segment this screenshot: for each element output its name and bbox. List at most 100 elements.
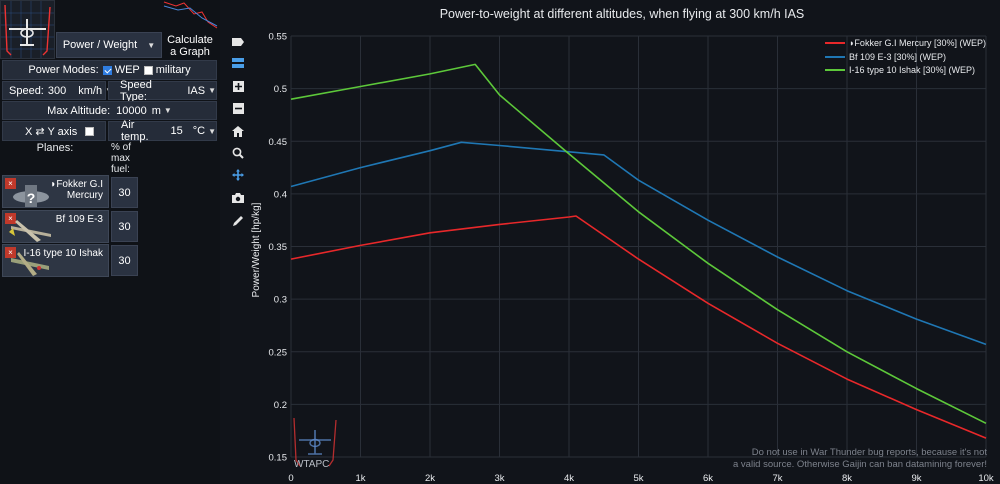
y-tick-label: 0.45: [269, 137, 288, 148]
disclaimer-line2: a valid source. Otherwise Gaijin can ban…: [733, 459, 987, 470]
watermark-text: WTAPC: [294, 459, 330, 470]
plane-name: Bf 109 E-3: [55, 214, 103, 225]
legend-item-i16[interactable]: I-16 type 10 Ishak [30%] (WEP): [825, 65, 975, 75]
legend-label: Bf 109 E-3 [30%] (WEP): [849, 52, 947, 62]
camera-tag-icon[interactable]: [231, 35, 245, 49]
svg-text:?: ?: [27, 190, 36, 206]
disclaimer-text: Do not use in War Thunder bug reports, b…: [733, 447, 987, 471]
x-tick-label: 5k: [633, 473, 643, 484]
fuel-header: % of max fuel:: [111, 142, 132, 175]
military-label: military: [155, 64, 191, 76]
calculate-graph-button[interactable]: Calculate a Graph: [162, 32, 218, 60]
max-altitude-label: Max Altitude:: [47, 104, 111, 117]
y-tick-label: 0.5: [274, 84, 287, 95]
y-tick-label: 0.55: [269, 32, 288, 43]
legend-swatch: [825, 69, 845, 71]
plane-card-fokker[interactable]: × ? ◗Fokker G.I Mercury: [2, 175, 109, 208]
speed-type-row: Speed Type: IAS ▼: [108, 79, 217, 103]
air-temp-row: Air temp. 15 °C ▼: [108, 119, 217, 143]
x-tick-label: 8k: [842, 473, 852, 484]
max-altitude-unit-select[interactable]: m: [151, 104, 161, 117]
compare-data-icon[interactable]: [231, 56, 245, 70]
y-tick-label: 0.25: [269, 347, 288, 358]
speed-input[interactable]: 300: [47, 84, 67, 97]
remove-plane-button[interactable]: ×: [5, 247, 16, 258]
plane-unknown-icon: ?: [13, 185, 49, 207]
x-tick-label: 1k: [355, 473, 365, 484]
swap-axis-label: X ⇄ Y axis: [25, 125, 78, 138]
plane-name: I-16 type 10 Ishak: [23, 248, 104, 259]
plane-icon: [9, 220, 51, 242]
legend-label: ◗Fokker G.I Mercury [30%] (WEP): [849, 38, 986, 48]
graph-thumbnail-icon: [163, 1, 218, 29]
x-tick-label: 10k: [978, 473, 994, 484]
x-tick-label: 3k: [494, 473, 504, 484]
series-line-2: [290, 63, 987, 425]
series-line-0: [290, 215, 987, 439]
x-tick-label: 7k: [772, 473, 782, 484]
speed-type-select[interactable]: IAS: [187, 84, 206, 97]
speed-row: Speed: 300 km/h ▼: [2, 81, 113, 100]
home-icon[interactable]: [231, 124, 245, 138]
plane-name: ◗Fokker G.I Mercury: [50, 179, 103, 201]
legend-swatch: [825, 56, 845, 58]
y-tick-label: 0.15: [269, 453, 288, 464]
y-axis-label: Power/Weight [hp/kg]: [251, 202, 262, 297]
zoom-icon[interactable]: [231, 146, 245, 160]
y-tick-label: 0.35: [269, 242, 288, 253]
graph-type-value: Power / Weight: [62, 39, 138, 51]
pencil-icon[interactable]: [231, 213, 245, 227]
zoom-in-icon[interactable]: [231, 79, 245, 93]
pan-icon[interactable]: [231, 168, 245, 182]
x-tick-label: 9k: [911, 473, 921, 484]
graph-type-select[interactable]: Power / Weight ▼: [56, 32, 162, 58]
plane-name-line1: ◗Fokker G.I: [50, 179, 103, 190]
swap-axis-row: X ⇄ Y axis: [2, 121, 106, 141]
camera-icon[interactable]: [231, 191, 245, 205]
plane-name-line2: Mercury: [66, 190, 103, 201]
speed-label: Speed:: [9, 84, 44, 97]
x-tick-label: 0: [288, 473, 293, 484]
swap-axis-checkbox[interactable]: [85, 126, 95, 136]
watermark-logo: WTAPC: [291, 416, 339, 470]
chevron-down-icon: ▼: [208, 86, 216, 95]
calculate-label-line2: a Graph: [170, 46, 210, 58]
planes-header: Planes:: [36, 142, 74, 154]
air-temp-unit-select[interactable]: °C: [192, 125, 206, 137]
zoom-out-icon[interactable]: [231, 101, 245, 115]
chevron-down-icon: ▼: [208, 126, 216, 136]
fuel-input[interactable]: 30: [111, 211, 138, 242]
x-tick-label: 2k: [425, 473, 435, 484]
plane-card-i16[interactable]: × I-16 type 10 Ishak: [2, 244, 109, 277]
wep-checkbox[interactable]: [102, 65, 112, 75]
military-checkbox[interactable]: [143, 65, 153, 75]
max-altitude-input[interactable]: 10000: [116, 104, 147, 117]
chart-title: Power-to-weight at different altitudes, …: [440, 7, 805, 21]
calculate-label-line1: Calculate: [167, 34, 213, 46]
control-panel: Power / Weight ▼ Calculate a Graph Power…: [0, 0, 220, 484]
y-tick-label: 0.4: [274, 189, 287, 200]
legend-label: I-16 type 10 Ishak [30%] (WEP): [849, 65, 976, 75]
plane-icon: [11, 252, 49, 276]
air-temp-label: Air temp.: [121, 119, 149, 143]
wep-label: WEP: [114, 64, 140, 76]
max-altitude-row: Max Altitude: 10000 m ▼: [2, 101, 217, 120]
legend-item-bf109[interactable]: Bf 109 E-3 [30%] (WEP): [825, 52, 946, 62]
x-tick-label: 6k: [703, 473, 713, 484]
plane-card-bf109[interactable]: × Bf 109 E-3: [2, 210, 109, 243]
speed-unit-select[interactable]: km/h: [78, 84, 103, 97]
chevron-down-icon: ▼: [147, 40, 156, 50]
y-tick-label: 0.2: [274, 400, 287, 411]
x-tick-label: 4k: [564, 473, 574, 484]
app-logo: [0, 0, 55, 59]
fuel-input[interactable]: 30: [111, 177, 138, 208]
series-line-1: [290, 141, 987, 346]
air-temp-input[interactable]: 15: [170, 125, 183, 137]
y-tick-label: 0.3: [274, 295, 287, 306]
disclaimer-line1: Do not use in War Thunder bug reports, b…: [751, 447, 987, 458]
legend-item-fokker[interactable]: ◗Fokker G.I Mercury [30%] (WEP): [825, 38, 986, 48]
remove-plane-button[interactable]: ×: [5, 178, 16, 189]
remove-plane-button[interactable]: ×: [5, 213, 16, 224]
fuel-input[interactable]: 30: [111, 245, 138, 276]
